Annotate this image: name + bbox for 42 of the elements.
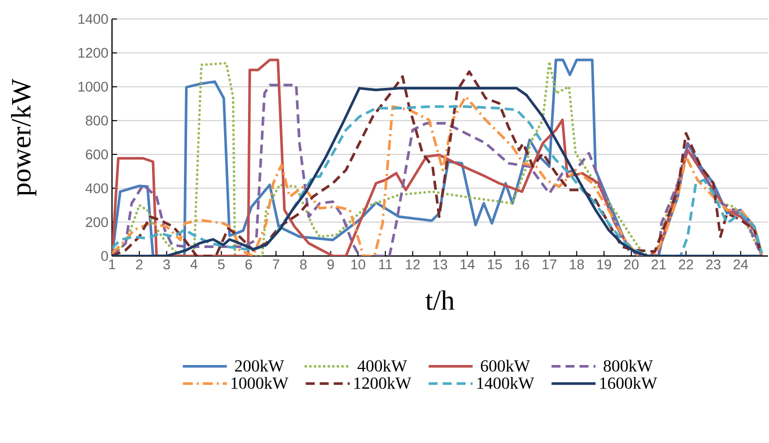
x-tick-label: 10 (351, 260, 366, 270)
legend-label: 1400kW (477, 376, 534, 389)
x-tick-label: 8 (300, 260, 307, 270)
x-tick-label: 6 (245, 260, 252, 270)
legend-label: 600kW (480, 360, 530, 372)
legend-label: 1600kW (600, 376, 658, 389)
y-tick-label: 1200 (78, 48, 108, 58)
y-tick-label: 600 (86, 149, 108, 160)
y-tick-label: 0 (101, 251, 108, 261)
y-axis-title: power/kW (11, 78, 36, 196)
x-tick-label: 3 (163, 260, 170, 270)
y-tick-label: 800 (86, 116, 108, 126)
legend-label: 200kW (235, 360, 284, 372)
x-tick-label: 12 (406, 260, 420, 270)
x-tick-label: 16 (515, 260, 530, 270)
x-axis-title: t/h (426, 290, 454, 310)
legend-label: 1000kW (232, 376, 288, 389)
x-tick-label: 15 (488, 260, 502, 270)
x-tick-label: 19 (597, 260, 612, 270)
x-tick-label: 21 (652, 260, 666, 270)
y-tick-label: 1400 (78, 14, 108, 24)
x-tick-label: 4 (190, 260, 198, 270)
x-tick-label: 13 (433, 260, 448, 270)
y-tick-label: 400 (86, 183, 108, 194)
x-tick-label: 11 (379, 260, 392, 270)
x-tick-label: 2 (136, 260, 143, 270)
legend-label: 1200kW (354, 376, 412, 389)
x-tick-label: 5 (218, 260, 225, 270)
x-tick-label: 24 (734, 260, 748, 270)
y-tick-label: 200 (86, 217, 108, 228)
x-tick-label: 20 (624, 260, 639, 270)
x-tick-label: 9 (327, 260, 334, 270)
x-tick-label: 14 (460, 260, 475, 270)
x-tick-label: 22 (678, 260, 694, 270)
x-tick-label: 23 (706, 260, 720, 270)
y-tick-label: 1000 (78, 82, 108, 92)
x-tick-label: 18 (570, 260, 584, 270)
x-tick-label: 7 (272, 260, 280, 270)
legend-label: 400kW (358, 360, 408, 372)
x-tick-label: 17 (542, 260, 556, 270)
legend-label: 800kW (604, 360, 653, 372)
x-tick-label: 1 (109, 260, 116, 270)
